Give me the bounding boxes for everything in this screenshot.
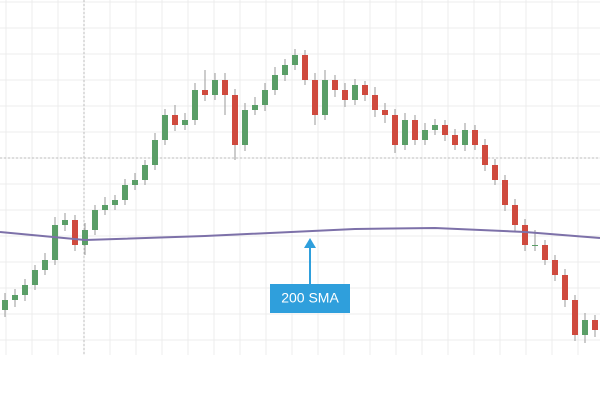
candle-body: [482, 145, 488, 165]
candle-body: [302, 55, 308, 80]
annotation-text: 200 SMA: [281, 290, 339, 306]
candle-body: [562, 275, 568, 300]
candle-body: [392, 115, 398, 145]
candle-body: [182, 120, 188, 125]
candle-body: [312, 80, 318, 115]
candle-body: [362, 85, 368, 95]
candle-body: [62, 220, 68, 225]
candle-body: [162, 115, 168, 140]
candle-body: [202, 90, 208, 95]
annotation: 200 SMA: [270, 238, 350, 313]
candle-body: [242, 110, 248, 145]
candle-body: [212, 80, 218, 95]
candle-body: [292, 55, 298, 65]
candle-body: [282, 65, 288, 75]
candle-body: [122, 185, 128, 200]
candle-body: [42, 260, 48, 270]
candle-body: [472, 130, 478, 145]
candle-body: [532, 245, 538, 246]
candle-body: [542, 245, 548, 260]
candles: [0, 49, 600, 343]
candle-body: [32, 270, 38, 285]
candle-body: [112, 200, 118, 205]
candle-body: [452, 135, 458, 145]
candle-body: [462, 130, 468, 145]
sma-line: [0, 226, 600, 242]
candle-body: [342, 90, 348, 100]
candle-body: [82, 230, 88, 245]
candle-body: [142, 165, 148, 180]
candle-body: [572, 300, 578, 335]
candle-body: [152, 140, 158, 165]
annotation-box: [270, 284, 350, 313]
candle-body: [372, 95, 378, 110]
candle-body: [72, 220, 78, 245]
candle-body: [252, 105, 258, 110]
candle-body: [322, 80, 328, 115]
annotation-arrowhead: [304, 238, 316, 248]
candle-body: [102, 205, 108, 210]
candle-body: [192, 90, 198, 120]
candle-body: [172, 115, 178, 125]
candle-body: [382, 110, 388, 115]
candle-body: [52, 225, 58, 260]
candle-body: [402, 120, 408, 145]
candle-body: [132, 180, 138, 185]
candle-body: [22, 285, 28, 295]
candle-body: [262, 90, 268, 105]
candle-body: [592, 320, 598, 330]
candle-body: [222, 80, 228, 95]
candle-body: [232, 95, 238, 145]
candle-body: [432, 125, 438, 130]
candle-body: [522, 225, 528, 245]
candle-body: [2, 300, 8, 310]
candle-body: [502, 180, 508, 205]
candle-body: [422, 130, 428, 140]
candle-body: [12, 295, 18, 300]
candle-body: [512, 205, 518, 225]
candle-body: [332, 80, 338, 90]
candle-body: [412, 120, 418, 140]
candle-body: [442, 125, 448, 135]
candle-body: [352, 85, 358, 100]
candle-body: [272, 75, 278, 90]
candle-body: [552, 260, 558, 275]
candle-body: [92, 210, 98, 230]
candle-body: [582, 320, 588, 335]
candle-body: [492, 165, 498, 180]
